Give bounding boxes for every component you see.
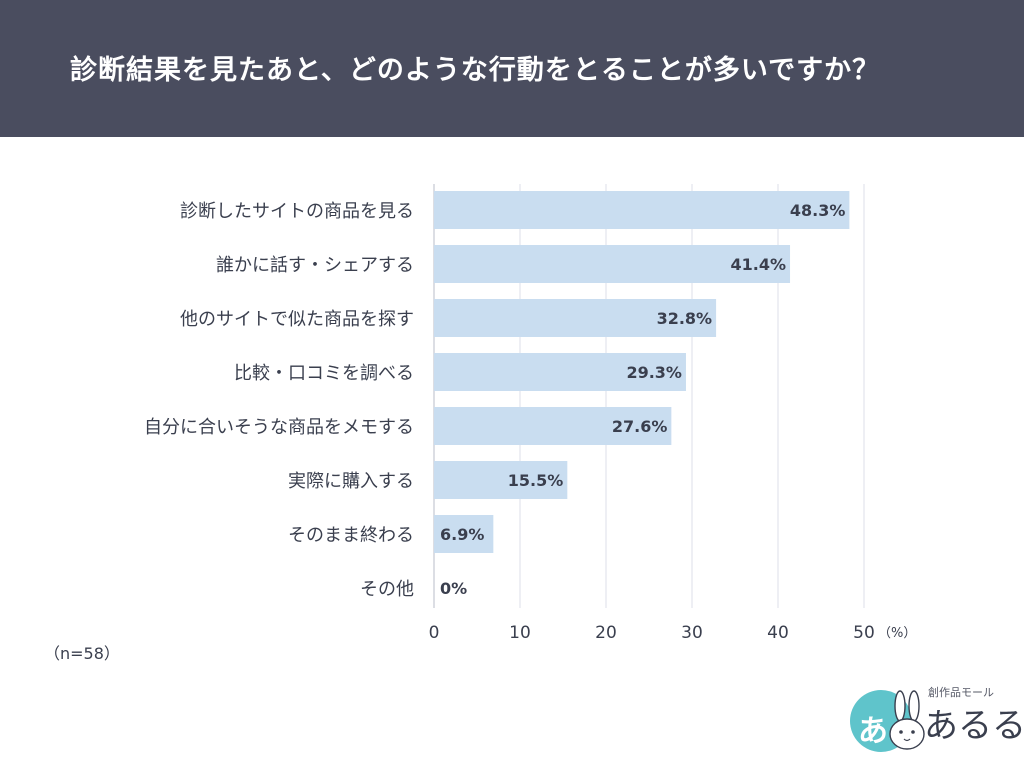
logo-subtitle: 創作品モール [928,686,994,699]
category-label: 自分に合いそうな商品をメモする [144,417,414,438]
x-tick-label: 30 [681,623,703,643]
bar-4 [434,407,672,445]
category-label: 他のサイトで似た商品を探す [180,309,414,330]
value-label: 29.3% [626,363,682,382]
x-tick-label: 40 [767,623,789,643]
x-axis-unit: （%） [878,626,916,641]
value-label: 41.4% [731,255,787,274]
logo-mark-text: あ [858,714,888,749]
category-label: 誰かに話す・シェアする [216,255,414,276]
category-label: その他 [360,579,414,600]
category-label: 比較・口コミを調べる [234,363,414,384]
value-label: 27.6% [612,417,668,436]
rabbit-icon [889,690,925,750]
value-label: 15.5% [508,471,564,490]
value-label: 0% [440,579,467,598]
value-label: 32.8% [657,309,713,328]
bar-1 [434,245,791,283]
logo-name: あるる [924,706,1024,746]
category-label: 実際に購入する [288,471,414,492]
bar-5 [434,461,568,499]
sample-size-note: （n=58） [44,644,120,663]
category-label: そのまま終わる [288,525,414,546]
bar-0 [434,191,850,229]
category-label: 診断したサイトの商品を見る [180,201,414,222]
header-banner: 診断結果を見たあと、どのような行動をとることが多いですか？ [0,0,1024,137]
page-title: 診断結果を見たあと、どのような行動をとることが多いですか？ [70,55,881,86]
brand-logo: あ 創作品モール あるる [850,684,1024,754]
bar-2 [434,299,717,337]
bar-3 [434,353,686,391]
bar-6 [434,515,494,553]
value-label: 48.3% [790,201,846,220]
x-tick-label: 50 [853,623,875,643]
x-tick-label: 0 [429,623,440,643]
x-tick-label: 10 [509,623,531,643]
x-tick-label: 20 [595,623,617,643]
value-label: 6.9% [440,525,484,544]
